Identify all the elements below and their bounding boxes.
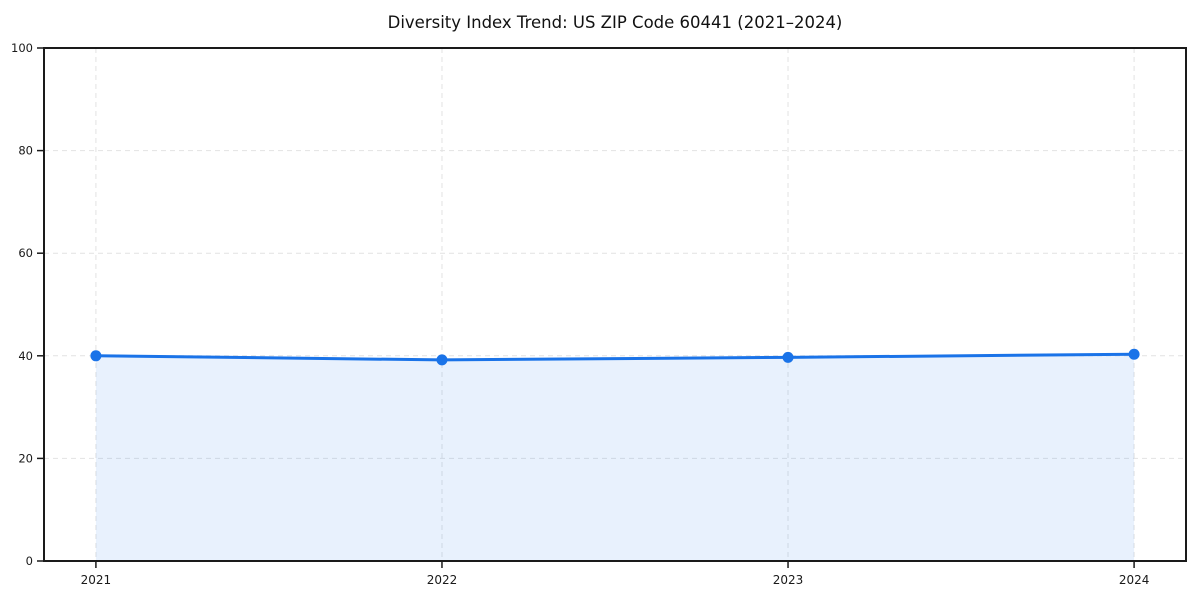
x-tick-label: 2023 bbox=[773, 573, 804, 587]
trend-line bbox=[94, 352, 1136, 362]
plot-border bbox=[43, 47, 1187, 562]
data-point-2023 bbox=[782, 351, 794, 363]
data-point-2021 bbox=[90, 350, 102, 362]
y-tick-label: 60 bbox=[18, 246, 33, 260]
x-tick-label: 2024 bbox=[1119, 573, 1150, 587]
y-tick-label: 0 bbox=[26, 554, 33, 568]
chart-title: Diversity Index Trend: US ZIP Code 60441… bbox=[387, 13, 843, 32]
x-tick-label: 2022 bbox=[427, 573, 458, 587]
y-tick-label: 40 bbox=[18, 349, 33, 363]
data-point-2024 bbox=[1128, 348, 1140, 360]
axis-tick-labels: 0 20 40 60 80 100 2021 2022 2023 2024 bbox=[11, 41, 1149, 587]
gridlines bbox=[44, 48, 1186, 561]
y-tick-label: 20 bbox=[18, 451, 33, 465]
x-tick-label: 2021 bbox=[81, 573, 112, 587]
data-point-2022 bbox=[436, 354, 448, 366]
y-tick-label: 80 bbox=[18, 144, 33, 158]
axis-ticks bbox=[37, 47, 1135, 568]
y-tick-label: 100 bbox=[11, 41, 33, 55]
area-fill bbox=[95, 354, 1135, 561]
